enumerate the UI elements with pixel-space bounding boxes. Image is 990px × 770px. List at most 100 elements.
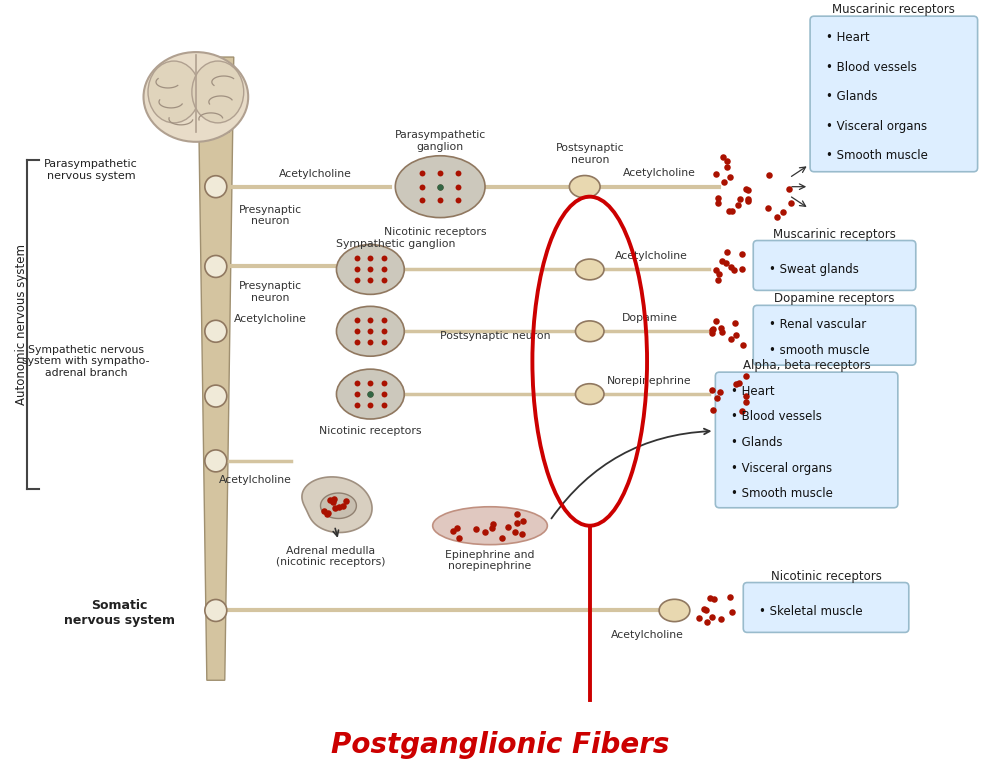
Point	[331, 501, 346, 514]
Point	[714, 326, 730, 338]
Point	[348, 377, 364, 390]
Text: • Heart: • Heart	[732, 385, 775, 398]
Point	[515, 515, 531, 527]
Point	[322, 494, 338, 506]
Point	[734, 248, 749, 260]
Text: • Visceral organs: • Visceral organs	[732, 461, 833, 474]
Point	[728, 328, 743, 340]
Point	[348, 399, 364, 411]
Text: • Skeletal muscle: • Skeletal muscle	[759, 605, 863, 618]
Text: Nicotinic receptors: Nicotinic receptors	[319, 426, 422, 436]
Point	[433, 180, 448, 192]
Point	[414, 194, 430, 206]
Point	[769, 210, 785, 223]
Point	[704, 327, 720, 340]
Point	[729, 378, 744, 390]
Text: • Blood vessels: • Blood vessels	[826, 61, 917, 74]
Text: Somatic
nervous system: Somatic nervous system	[63, 600, 174, 628]
Point	[709, 168, 725, 180]
Text: Sympathetic ganglion: Sympathetic ganglion	[336, 239, 455, 249]
Point	[376, 274, 392, 286]
Point	[708, 264, 724, 276]
Point	[705, 404, 721, 417]
Point	[514, 528, 530, 541]
Ellipse shape	[144, 52, 248, 142]
Text: • Glands: • Glands	[826, 90, 877, 103]
Point	[696, 603, 712, 615]
Point	[468, 523, 484, 535]
Ellipse shape	[575, 259, 604, 280]
Text: Postsynaptic neuron: Postsynaptic neuron	[441, 331, 550, 341]
Point	[362, 388, 378, 400]
Ellipse shape	[569, 176, 600, 198]
Point	[713, 613, 729, 625]
Point	[781, 182, 797, 195]
Point	[414, 167, 430, 179]
Point	[739, 370, 754, 383]
Text: Acetylcholine: Acetylcholine	[623, 168, 696, 178]
Point	[736, 340, 751, 352]
Point	[348, 263, 364, 276]
Point	[508, 526, 524, 538]
Text: Acetylcholine: Acetylcholine	[615, 252, 688, 262]
Point	[326, 493, 342, 505]
Point	[449, 522, 465, 534]
Text: Sympathetic nervous
system with sympatho-
adrenal branch: Sympathetic nervous system with sympatho…	[23, 345, 149, 378]
Text: • Sweat glands: • Sweat glands	[769, 263, 859, 276]
Text: Acetylcholine: Acetylcholine	[235, 314, 307, 324]
Circle shape	[205, 385, 227, 407]
Circle shape	[205, 320, 227, 342]
Point	[362, 336, 378, 348]
Point	[362, 274, 378, 286]
Point	[450, 180, 466, 192]
Polygon shape	[198, 57, 234, 680]
Point	[445, 525, 460, 537]
Text: Alpha, beta receptors: Alpha, beta receptors	[742, 359, 870, 372]
Text: Presynaptic
neuron: Presynaptic neuron	[240, 281, 302, 303]
Point	[724, 205, 740, 217]
Point	[316, 504, 332, 517]
FancyBboxPatch shape	[753, 306, 916, 365]
Point	[726, 264, 742, 276]
Point	[362, 314, 378, 326]
Point	[723, 171, 739, 183]
Text: Dopamine: Dopamine	[622, 313, 677, 323]
Ellipse shape	[395, 156, 485, 218]
Point	[509, 517, 525, 530]
Point	[500, 521, 516, 533]
Text: • Renal vascular: • Renal vascular	[769, 318, 866, 331]
Point	[704, 611, 720, 623]
Text: • Heart: • Heart	[826, 32, 869, 45]
Point	[376, 253, 392, 265]
Text: Acetylcholine: Acetylcholine	[219, 475, 292, 485]
Point	[348, 274, 364, 286]
Point	[339, 495, 354, 507]
Polygon shape	[186, 132, 230, 139]
Point	[335, 500, 350, 512]
Point	[719, 246, 735, 259]
Text: Nicotinic receptors: Nicotinic receptors	[384, 226, 486, 236]
Text: Dopamine receptors: Dopamine receptors	[774, 293, 895, 306]
Circle shape	[205, 256, 227, 277]
Point	[705, 323, 721, 335]
Text: Autonomic nervous system: Autonomic nervous system	[15, 244, 28, 405]
Point	[376, 263, 392, 276]
Point	[348, 253, 364, 265]
Point	[320, 507, 336, 519]
Ellipse shape	[337, 369, 404, 419]
Text: • Smooth muscle: • Smooth muscle	[826, 149, 928, 162]
Ellipse shape	[433, 507, 547, 544]
Polygon shape	[321, 493, 356, 518]
FancyBboxPatch shape	[753, 240, 916, 290]
Point	[735, 405, 750, 417]
Point	[699, 616, 715, 628]
Text: Presynaptic
neuron: Presynaptic neuron	[240, 205, 302, 226]
Text: Norepinephrine: Norepinephrine	[607, 376, 692, 386]
Point	[713, 386, 729, 398]
Point	[727, 317, 742, 330]
Point	[722, 591, 738, 604]
Point	[509, 507, 525, 520]
Text: Acetylcholine: Acetylcholine	[279, 169, 352, 179]
Point	[691, 612, 707, 624]
Point	[320, 508, 336, 521]
